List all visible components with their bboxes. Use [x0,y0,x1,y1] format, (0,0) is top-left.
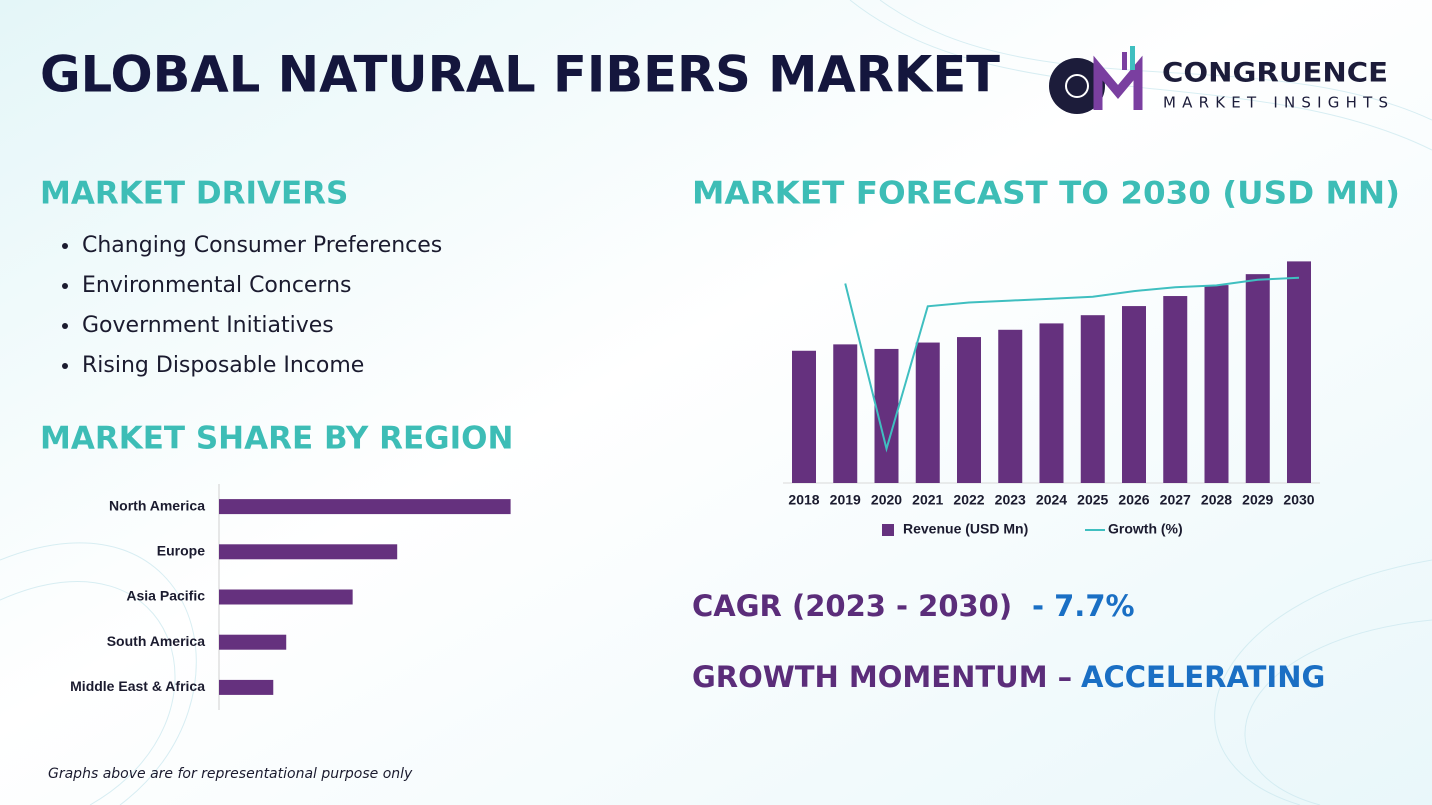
bar [1163,296,1188,483]
bar [1080,315,1105,483]
category-label: North America [109,497,205,513]
bar [219,544,398,560]
bar [957,337,981,483]
section-heading: MARKET SHARE BY REGION [40,421,513,457]
bar [792,350,816,483]
legend-label: Growth (%) [1108,521,1183,537]
driver-item: Government Initiatives [82,313,334,338]
category-label: Middle East & Africa [70,678,205,694]
momentum-value: ACCELERATING [1081,660,1325,694]
logo-tagline: MARKET INSIGHTS [1163,94,1388,112]
cagr-label: CAGR (2023 - 2030) [692,589,1012,623]
x-tick-label: 2018 [788,492,819,508]
x-tick-label: 2019 [830,492,861,508]
footnote: Graphs above are for representational pu… [48,766,413,782]
x-tick-label: 2030 [1283,492,1314,508]
bar [1122,306,1146,483]
logo: CONGRUENCE MARKET INSIGHTS [1049,46,1388,114]
logo-circle [1049,58,1105,114]
logo-bar [1130,46,1135,70]
x-tick-label: 2025 [1077,492,1108,508]
bar [915,342,940,483]
title: GLOBAL NATURAL FIBERS MARKET [40,46,1000,104]
driver-item: Changing Consumer Preferences [82,233,442,258]
logo-m [1093,55,1143,110]
driver-item: Environmental Concerns [82,273,352,298]
x-tick-label: 2023 [995,492,1026,508]
logo-name: CONGRUENCE [1162,58,1388,89]
bar [219,589,353,605]
bar [833,344,858,483]
logo-globe [1065,74,1089,98]
bar [1204,285,1229,483]
x-tick-label: 2021 [912,492,943,508]
bullet-dot [62,283,68,289]
cagr-value: - 7.7% [1032,589,1135,623]
momentum-label: GROWTH MOMENTUM – [692,660,1072,694]
x-tick-label: 2020 [871,492,902,508]
section-heading: MARKET FORECAST TO 2030 (USD MN) [692,176,1400,212]
bar [1039,323,1064,483]
bullet-dot [62,363,68,369]
growth-line [844,276,1300,453]
bullet-dot [62,243,68,249]
bar [219,679,274,695]
x-tick-label: 2029 [1242,492,1273,508]
bar [219,499,511,515]
bar [998,329,1023,483]
x-tick-label: 2022 [953,492,984,508]
driver-item: Rising Disposable Income [82,353,364,378]
bullet-dot [62,323,68,329]
bar [219,634,287,650]
driver-list: Changing Consumer Preferences Environment… [62,233,442,378]
x-tick-label: 2027 [1160,492,1191,508]
bar [1245,274,1270,483]
bar [1287,261,1311,483]
legend-swatch [882,524,894,536]
logo-bar [1122,52,1127,70]
x-tick-label: 2026 [1118,492,1149,508]
x-tick-label: 2024 [1036,492,1067,508]
legend-label: Revenue (USD Mn) [903,521,1028,537]
category-label: Asia Pacific [126,588,205,604]
category-label: Europe [157,543,205,559]
section-heading: MARKET DRIVERS [40,176,348,212]
x-tick-label: 2028 [1201,492,1232,508]
category-label: South America [107,633,205,649]
